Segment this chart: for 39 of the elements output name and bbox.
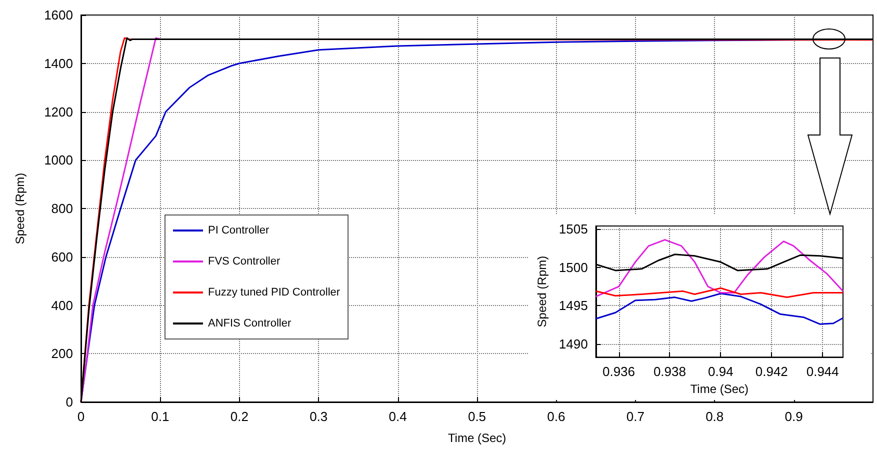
x-tick-label: 0.9	[784, 409, 803, 424]
y-tick-label: 1600	[44, 8, 73, 22]
line-series	[595, 287, 844, 298]
legend-label: PI Controller	[208, 224, 270, 236]
legend-label: Fuzzy tuned PID Controller	[208, 286, 340, 298]
x-tick-label: 0.7	[626, 409, 644, 424]
y-tick-label: 400	[51, 298, 73, 313]
x-tick-label: 0.2	[230, 409, 248, 424]
x-tick-label: 0.3	[310, 409, 328, 424]
x-axis-title: Time (Sec)	[448, 431, 506, 445]
y-tick-label: 600	[51, 249, 73, 264]
y-tick-label: 1400	[44, 56, 73, 71]
y-tick-label: 1495	[558, 298, 588, 314]
y-tick-label: 1490	[558, 336, 588, 352]
y-tick-label: 1505	[558, 222, 588, 237]
x-tick-label: 0.938	[653, 364, 686, 380]
x-tick-label: 0.944	[806, 364, 839, 380]
y-axis-title: Speed (Rpm)	[13, 172, 27, 244]
y-tick-label: 1000	[44, 152, 73, 168]
y-tick-label: 200	[51, 346, 73, 362]
x-tick-label: 0.4	[388, 409, 407, 424]
legend-label: FVS Controller	[208, 256, 280, 268]
y-tick-label: 1500	[558, 260, 588, 275]
y-axis-title: Speed (Rpm)	[535, 256, 549, 328]
x-tick-label: 0	[77, 409, 85, 424]
x-tick-label: 0.942	[755, 364, 788, 380]
line-series	[595, 292, 844, 325]
x-axis-title: Time (Sec)	[690, 382, 749, 396]
x-tick-label: 0.94	[708, 364, 734, 380]
y-tick-label: 1200	[44, 104, 73, 120]
x-tick-label: 0.936	[602, 364, 636, 380]
y-tick-label: 800	[51, 201, 73, 216]
x-tick-label: 0.6	[547, 409, 566, 424]
x-tick-label: 0.5	[468, 409, 486, 424]
x-tick-label: 0.1	[151, 409, 170, 424]
x-tick-label: 0.8	[706, 409, 724, 424]
line-series	[595, 239, 844, 298]
y-tick-label: 0	[66, 394, 73, 410]
legend-label: ANFIS Controller	[208, 318, 292, 330]
